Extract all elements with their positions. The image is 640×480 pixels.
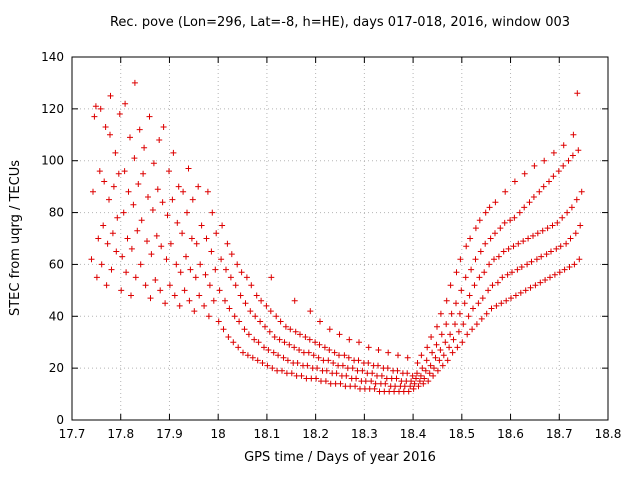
x-tick-label: 18.7 xyxy=(546,427,573,441)
x-axis-label: GPS time / Days of year 2016 xyxy=(244,450,436,465)
x-tick-label: 18.8 xyxy=(595,427,622,441)
y-tick-label: 80 xyxy=(49,206,64,220)
plot-border xyxy=(71,56,609,421)
x-tick-label: 17.8 xyxy=(107,427,134,441)
x-tick-label: 18.1 xyxy=(254,427,281,441)
y-tick-label: 100 xyxy=(41,154,64,168)
y-tick-label: 0 xyxy=(56,413,64,427)
y-tick-label: 60 xyxy=(49,257,64,271)
chart-title: Rec. pove (Lon=296, Lat=-8, h=HE), days … xyxy=(110,15,570,30)
x-tick-label: 17.9 xyxy=(156,427,183,441)
axes-and-ticks: 17.7 17.8 17.9 18 18.1 18.2 18.3 18.4 18.5 18.6 18… xyxy=(41,50,621,441)
x-tick-label: 18.6 xyxy=(497,427,524,441)
y-tick-label: 120 xyxy=(41,102,64,116)
y-tick-label: 20 xyxy=(49,361,64,375)
x-tick-label: 17.7 xyxy=(59,427,86,441)
x-tick-label: 18.3 xyxy=(351,427,378,441)
y-tick-label: 140 xyxy=(41,50,64,64)
x-tick-label: 18 xyxy=(211,427,226,441)
y-axis-label: STEC from uqrg / TECUs xyxy=(8,160,23,316)
x-tick-label: 18.2 xyxy=(302,427,329,441)
x-tick-label: 18.5 xyxy=(448,427,475,441)
scatter-markers xyxy=(88,79,585,395)
grid-lines xyxy=(72,57,608,420)
x-tick-label: 18.4 xyxy=(400,427,427,441)
data-point-markers xyxy=(88,79,585,395)
y-tick-label: 40 xyxy=(49,309,64,323)
